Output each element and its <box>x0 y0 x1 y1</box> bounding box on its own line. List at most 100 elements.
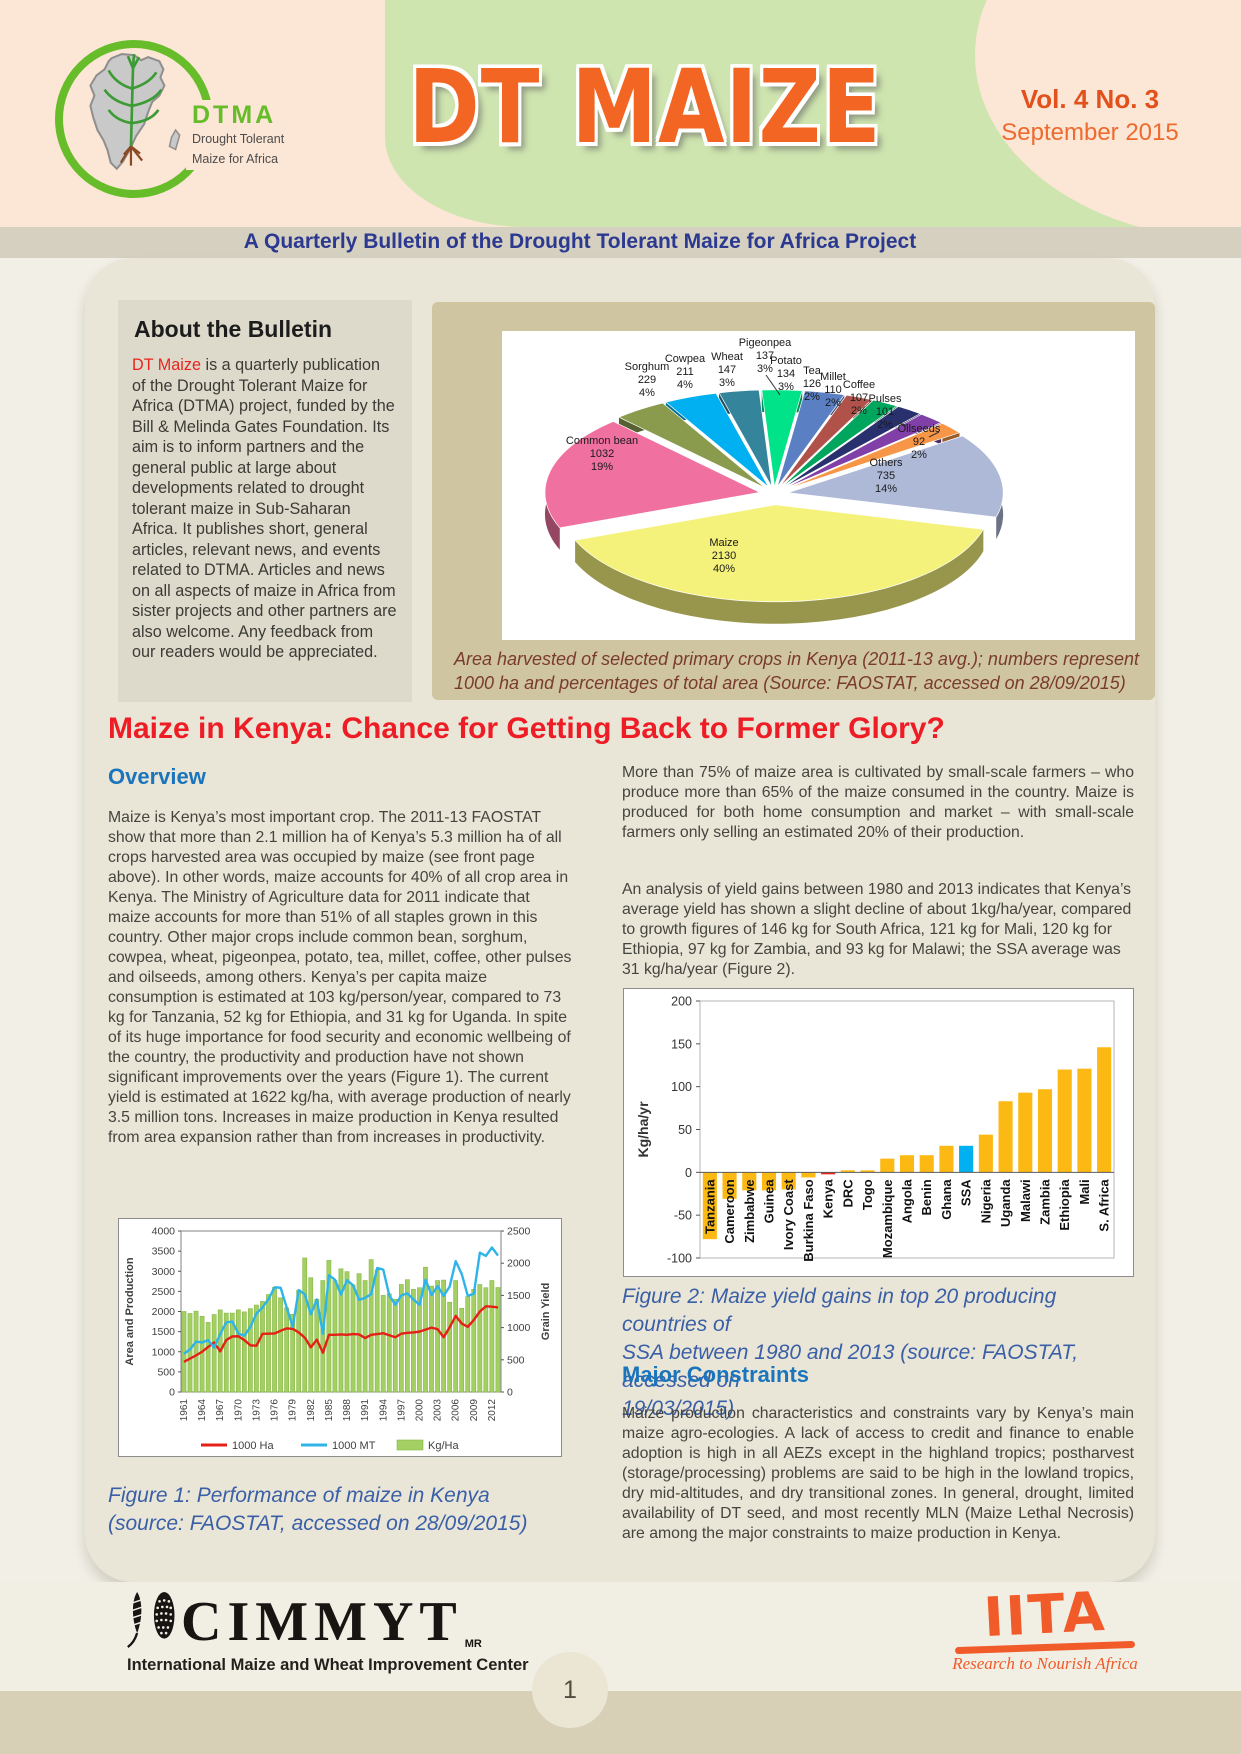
figure2-caption: Figure 2: Maize yield gains in top 20 pr… <box>622 1285 1079 1420</box>
cimmyt-subtitle: International Maize and Wheat Improvemen… <box>127 1656 529 1674</box>
svg-text:Kenya: Kenya <box>821 1179 836 1219</box>
svg-text:Togo: Togo <box>860 1179 875 1210</box>
svg-text:Nigeria: Nigeria <box>978 1179 993 1224</box>
col2-paragraph-2: An analysis of yield gains between 1980 … <box>622 881 1132 978</box>
issue-volume: Vol. 4 No. 3 <box>1020 84 1160 114</box>
svg-text:-100: -100 <box>667 1252 692 1266</box>
page-number-badge: 1 <box>532 1652 608 1728</box>
svg-text:500: 500 <box>507 1354 525 1366</box>
cimmyt-wordmark: CIMMYT <box>181 1591 463 1653</box>
figure1-chart: 0 500 1000 1500 2000 2500 3000 3500 4000 0 500 1000… <box>118 1218 562 1457</box>
svg-text:Mozambique: Mozambique <box>880 1179 895 1258</box>
svg-text:1994: 1994 <box>378 1399 389 1422</box>
svg-text:DRC: DRC <box>840 1179 855 1208</box>
svg-text:S. Africa: S. Africa <box>1097 1179 1112 1232</box>
svg-text:1000: 1000 <box>507 1322 531 1334</box>
svg-text:1970: 1970 <box>233 1399 244 1422</box>
svg-text:Burkina Faso: Burkina Faso <box>801 1179 816 1261</box>
dtma-line1: Drought Tolerant <box>192 132 285 147</box>
overview-paragraph: Maize is Kenya’s most important crop. Th… <box>108 809 572 1146</box>
svg-text:2003: 2003 <box>433 1399 444 1422</box>
iita-wordmark: IITA <box>982 1579 1108 1650</box>
constraints-paragraph: Maize production characteristics and con… <box>622 1405 1134 1542</box>
svg-text:200: 200 <box>671 995 692 1009</box>
svg-text:0: 0 <box>169 1387 175 1399</box>
svg-text:Grain Yield: Grain Yield <box>540 1283 552 1340</box>
svg-text:Cameroon: Cameroon <box>722 1179 737 1243</box>
svg-text:SSA: SSA <box>959 1179 974 1206</box>
svg-text:1500: 1500 <box>152 1326 176 1338</box>
svg-text:3000: 3000 <box>152 1266 176 1278</box>
svg-text:4000: 4000 <box>152 1226 176 1238</box>
svg-text:0: 0 <box>507 1387 513 1399</box>
cimmyt-mr: MR <box>464 1638 482 1650</box>
page-number: 1 <box>563 1676 577 1704</box>
svg-text:Zimbabwe: Zimbabwe <box>742 1179 757 1243</box>
svg-text:Uganda: Uganda <box>998 1179 1013 1227</box>
svg-text:Area and Production: Area and Production <box>124 1257 136 1365</box>
svg-text:Guinea: Guinea <box>762 1179 777 1224</box>
svg-text:0: 0 <box>685 1166 692 1180</box>
svg-text:100: 100 <box>671 1080 692 1094</box>
iita-tagline: Research to Nourish Africa <box>952 1654 1138 1673</box>
wheat-maize-icon <box>127 1592 175 1649</box>
masthead-title: DT MAIZE <box>408 49 882 168</box>
svg-text:Ghana: Ghana <box>939 1179 954 1220</box>
iita-logo: IITA Research to Nourish Africa <box>945 1580 1145 1674</box>
svg-text:Ethiopia: Ethiopia <box>1057 1179 1072 1231</box>
svg-text:1976: 1976 <box>270 1399 281 1422</box>
pie-chart: Sorghum 229 4% Cowpea 211 4% Wheat 147 3% Pigeonp… <box>502 331 1135 640</box>
svg-text:Kg/Ha: Kg/Ha <box>428 1440 459 1452</box>
dtma-line2: Maize for Africa <box>192 151 279 166</box>
svg-text:Malawi: Malawi <box>1018 1179 1033 1222</box>
svg-text:Tanzania: Tanzania <box>702 1179 717 1234</box>
figure2-svg: -100 -50 0 50 100 150 200 Kg/ha/yr Tanzania Camer… <box>635 995 1115 1266</box>
svg-text:2500: 2500 <box>152 1286 176 1298</box>
svg-text:Kg/ha/yr: Kg/ha/yr <box>635 1101 651 1158</box>
about-box: About the Bulletin DT Maize is a quarter… <box>118 300 412 702</box>
bottom-band <box>0 1691 1241 1754</box>
svg-text:2000: 2000 <box>507 1258 531 1270</box>
svg-text:50: 50 <box>678 1123 692 1137</box>
about-highlight: DT Maize <box>132 356 201 374</box>
figure1-svg: 0 500 1000 1500 2000 2500 3000 3500 4000 0 500 1000… <box>124 1226 552 1453</box>
dtma-abbr: DTMA <box>192 101 277 129</box>
pie-panel: Sorghum 229 4% Cowpea 211 4% Wheat 147 3% Pigeonp… <box>432 302 1155 700</box>
pie-chart-svg: Sorghum 229 4%Cowpea 211 4%Wheat 147 3%Pigeonp… <box>544 337 1004 624</box>
header: DTMA Drought Tolerant Maize for Africa D… <box>0 0 1241 258</box>
svg-text:1991: 1991 <box>360 1399 371 1422</box>
svg-text:1964: 1964 <box>197 1399 208 1422</box>
col2-paragraph-1: More than 75% of maize area is cultivate… <box>622 764 1134 841</box>
svg-text:2006: 2006 <box>451 1399 462 1422</box>
svg-text:2000: 2000 <box>414 1399 425 1422</box>
svg-text:1500: 1500 <box>507 1290 531 1302</box>
svg-text:1982: 1982 <box>306 1399 317 1422</box>
svg-text:1967: 1967 <box>215 1399 226 1422</box>
about-text: is a quarterly publication of the Drough… <box>132 356 397 661</box>
svg-text:2500: 2500 <box>507 1226 531 1238</box>
article-headline: Maize in Kenya: Chance for Getting Back … <box>108 712 945 745</box>
cimmyt-logo: CIMMYT MR International Maize and Wheat … <box>125 1590 529 1675</box>
svg-text:3500: 3500 <box>152 1246 176 1258</box>
svg-text:1000 MT: 1000 MT <box>332 1440 376 1452</box>
africa-maize-icon <box>89 53 181 171</box>
dtma-logo-text: DTMA Drought Tolerant Maize for Africa <box>186 100 291 170</box>
svg-text:Benin: Benin <box>919 1179 934 1215</box>
svg-text:2000: 2000 <box>152 1306 176 1318</box>
subtitle-text: A Quarterly Bulletin of the Drought Tole… <box>243 230 917 253</box>
svg-text:1997: 1997 <box>396 1399 407 1422</box>
svg-text:Mali: Mali <box>1077 1179 1092 1204</box>
figure2-chart: -100 -50 0 50 100 150 200 Kg/ha/yr Tanzania Camer… <box>623 988 1134 1277</box>
overview-heading: Overview <box>108 764 206 789</box>
